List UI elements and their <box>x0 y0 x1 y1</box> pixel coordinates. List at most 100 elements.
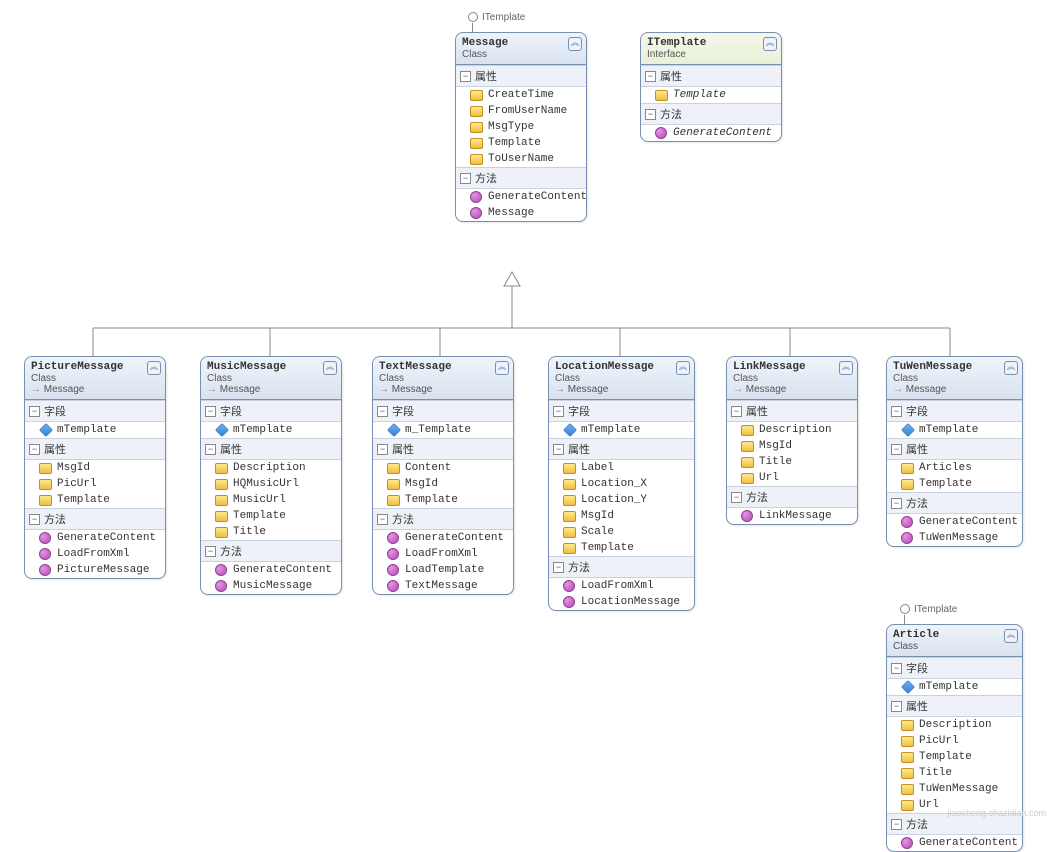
toggle-icon[interactable]: − <box>731 492 742 503</box>
toggle-icon[interactable]: − <box>891 663 902 674</box>
member-textmessage[interactable]: TextMessage <box>373 578 513 594</box>
toggle-icon[interactable]: − <box>891 406 902 417</box>
member-template[interactable]: Template <box>373 492 513 508</box>
member-generatecontent[interactable]: GenerateContent <box>887 835 1022 851</box>
class-box-tuwenmessage[interactable]: TuWenMessageClassMessage︽−字段mTemplate−属性… <box>886 356 1023 547</box>
member-m_template[interactable]: m_Template <box>373 422 513 438</box>
collapse-icon[interactable]: ︽ <box>147 361 161 375</box>
member-template[interactable]: Template <box>25 492 165 508</box>
section-header-属性[interactable]: −属性 <box>25 438 165 460</box>
section-header-字段[interactable]: −字段 <box>887 657 1022 679</box>
member-msgid[interactable]: MsgId <box>373 476 513 492</box>
member-fromusername[interactable]: FromUserName <box>456 103 586 119</box>
section-header-字段[interactable]: −字段 <box>549 400 694 422</box>
member-description[interactable]: Description <box>887 717 1022 733</box>
toggle-icon[interactable]: − <box>645 109 656 120</box>
collapse-icon[interactable]: ︽ <box>763 37 777 51</box>
member-picurl[interactable]: PicUrl <box>887 733 1022 749</box>
member-template[interactable]: Template <box>641 87 781 103</box>
member-generatecontent[interactable]: GenerateContent <box>456 189 586 205</box>
class-box-musicmessage[interactable]: MusicMessageClassMessage︽−字段mTemplate−属性… <box>200 356 342 595</box>
member-template[interactable]: Template <box>887 749 1022 765</box>
collapse-icon[interactable]: ︽ <box>1004 361 1018 375</box>
toggle-icon[interactable]: − <box>205 406 216 417</box>
section-header-字段[interactable]: −字段 <box>887 400 1022 422</box>
member-tousername[interactable]: ToUserName <box>456 151 586 167</box>
member-musicurl[interactable]: MusicUrl <box>201 492 341 508</box>
section-header-字段[interactable]: −字段 <box>373 400 513 422</box>
member-msgtype[interactable]: MsgType <box>456 119 586 135</box>
member-loadfromxml[interactable]: LoadFromXml <box>25 546 165 562</box>
member-createtime[interactable]: CreateTime <box>456 87 586 103</box>
section-header-属性[interactable]: −属性 <box>456 65 586 87</box>
member-description[interactable]: Description <box>201 460 341 476</box>
toggle-icon[interactable]: − <box>645 71 656 82</box>
class-box-itemplate[interactable]: ITemplateInterface︽−属性Template−方法Generat… <box>640 32 782 142</box>
member-loadfromxml[interactable]: LoadFromXml <box>373 546 513 562</box>
member-loadtemplate[interactable]: LoadTemplate <box>373 562 513 578</box>
member-musicmessage[interactable]: MusicMessage <box>201 578 341 594</box>
collapse-icon[interactable]: ︽ <box>568 37 582 51</box>
toggle-icon[interactable]: − <box>29 514 40 525</box>
member-picurl[interactable]: PicUrl <box>25 476 165 492</box>
toggle-icon[interactable]: − <box>891 498 902 509</box>
collapse-icon[interactable]: ︽ <box>1004 629 1018 643</box>
toggle-icon[interactable]: − <box>377 444 388 455</box>
toggle-icon[interactable]: − <box>29 406 40 417</box>
member-template[interactable]: Template <box>201 508 341 524</box>
member-msgid[interactable]: MsgId <box>25 460 165 476</box>
toggle-icon[interactable]: − <box>553 562 564 573</box>
member-linkmessage[interactable]: LinkMessage <box>727 508 857 524</box>
member-title[interactable]: Title <box>201 524 341 540</box>
toggle-icon[interactable]: − <box>29 444 40 455</box>
member-label[interactable]: Label <box>549 460 694 476</box>
member-mtemplate[interactable]: mTemplate <box>887 679 1022 695</box>
member-picturemessage[interactable]: PictureMessage <box>25 562 165 578</box>
member-generatecontent[interactable]: GenerateContent <box>373 530 513 546</box>
section-header-方法[interactable]: −方法 <box>887 492 1022 514</box>
toggle-icon[interactable]: − <box>377 514 388 525</box>
class-box-locationmessage[interactable]: LocationMessageClassMessage︽−字段mTemplate… <box>548 356 695 611</box>
member-tuwenmessage[interactable]: TuWenMessage <box>887 781 1022 797</box>
member-mtemplate[interactable]: mTemplate <box>25 422 165 438</box>
member-mtemplate[interactable]: mTemplate <box>549 422 694 438</box>
class-box-linkmessage[interactable]: LinkMessageClassMessage︽−属性DescriptionMs… <box>726 356 858 525</box>
toggle-icon[interactable]: − <box>460 71 471 82</box>
toggle-icon[interactable]: − <box>460 173 471 184</box>
section-header-方法[interactable]: −方法 <box>201 540 341 562</box>
section-header-属性[interactable]: −属性 <box>373 438 513 460</box>
section-header-字段[interactable]: −字段 <box>25 400 165 422</box>
member-generatecontent[interactable]: GenerateContent <box>25 530 165 546</box>
member-generatecontent[interactable]: GenerateContent <box>641 125 781 141</box>
member-generatecontent[interactable]: GenerateContent <box>887 514 1022 530</box>
member-template[interactable]: Template <box>456 135 586 151</box>
member-locationmessage[interactable]: LocationMessage <box>549 594 694 610</box>
member-articles[interactable]: Articles <box>887 460 1022 476</box>
member-scale[interactable]: Scale <box>549 524 694 540</box>
collapse-icon[interactable]: ︽ <box>323 361 337 375</box>
section-header-方法[interactable]: −方法 <box>549 556 694 578</box>
section-header-属性[interactable]: −属性 <box>641 65 781 87</box>
class-box-message[interactable]: MessageClass︽−属性CreateTimeFromUserNameMs… <box>455 32 587 222</box>
member-generatecontent[interactable]: GenerateContent <box>201 562 341 578</box>
section-header-方法[interactable]: −方法 <box>456 167 586 189</box>
toggle-icon[interactable]: − <box>205 546 216 557</box>
member-msgid[interactable]: MsgId <box>727 438 857 454</box>
class-box-textmessage[interactable]: TextMessageClassMessage︽−字段m_Template−属性… <box>372 356 514 595</box>
member-url[interactable]: Url <box>727 470 857 486</box>
section-header-方法[interactable]: −方法 <box>727 486 857 508</box>
member-mtemplate[interactable]: mTemplate <box>201 422 341 438</box>
collapse-icon[interactable]: ︽ <box>839 361 853 375</box>
member-loadfromxml[interactable]: LoadFromXml <box>549 578 694 594</box>
toggle-icon[interactable]: − <box>377 406 388 417</box>
toggle-icon[interactable]: − <box>553 406 564 417</box>
toggle-icon[interactable]: − <box>731 406 742 417</box>
member-content[interactable]: Content <box>373 460 513 476</box>
toggle-icon[interactable]: − <box>891 819 902 830</box>
member-template[interactable]: Template <box>887 476 1022 492</box>
collapse-icon[interactable]: ︽ <box>495 361 509 375</box>
toggle-icon[interactable]: − <box>205 444 216 455</box>
member-location_y[interactable]: Location_Y <box>549 492 694 508</box>
section-header-方法[interactable]: −方法 <box>373 508 513 530</box>
member-tuwenmessage[interactable]: TuWenMessage <box>887 530 1022 546</box>
